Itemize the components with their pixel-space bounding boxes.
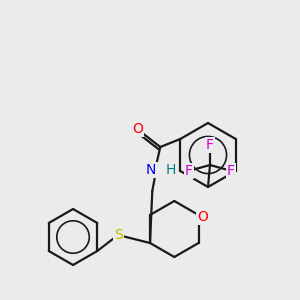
Text: S: S	[114, 228, 122, 242]
Text: H: H	[166, 163, 176, 177]
Text: O: O	[132, 122, 143, 136]
Text: O: O	[197, 210, 208, 224]
Text: F: F	[185, 164, 193, 178]
Text: F: F	[206, 138, 214, 152]
Text: N: N	[146, 163, 157, 177]
Text: F: F	[227, 164, 235, 178]
